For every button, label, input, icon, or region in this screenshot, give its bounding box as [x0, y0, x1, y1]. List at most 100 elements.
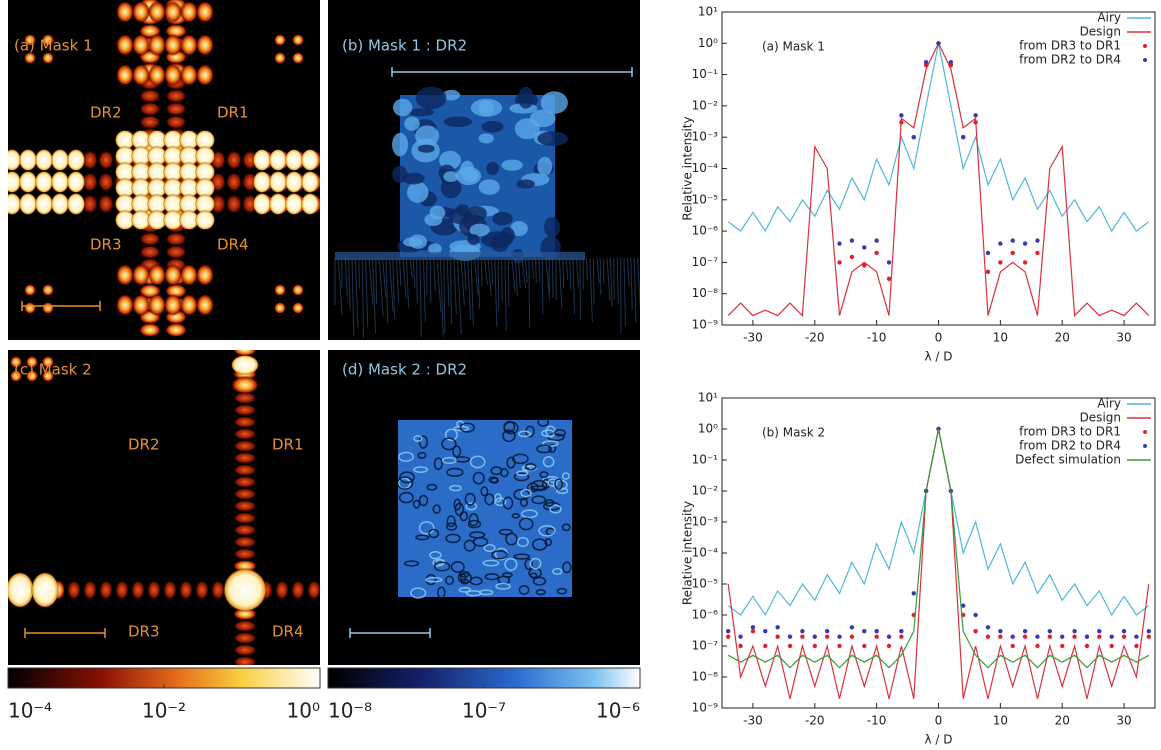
- speckle: [180, 64, 198, 86]
- speckle: [82, 194, 98, 214]
- speckle: [148, 294, 166, 316]
- speckle: [233, 632, 257, 644]
- speckle: [406, 181, 429, 203]
- speckle: [165, 102, 187, 116]
- speckle: [500, 467, 509, 478]
- speckle: [448, 207, 473, 224]
- speckle: [575, 257, 579, 288]
- data-point: [1097, 629, 1102, 634]
- speckle: [131, 162, 151, 182]
- speckle: [472, 471, 485, 485]
- speckle: [233, 392, 257, 404]
- speckle: [569, 257, 572, 290]
- speckle: [404, 116, 420, 131]
- data-point: [899, 629, 904, 634]
- speckle: [529, 557, 542, 570]
- legend-swatch: [1143, 444, 1147, 448]
- data-point: [1109, 643, 1114, 649]
- speckle: [292, 284, 304, 296]
- speckle: [179, 130, 199, 150]
- y-tick-label: 10⁻⁵: [692, 577, 719, 591]
- speckle: [179, 162, 199, 182]
- speckle: [439, 257, 444, 337]
- speckle: [164, 34, 182, 56]
- speckle: [196, 34, 214, 56]
- speckle: [233, 404, 257, 416]
- speckle: [132, 264, 150, 286]
- speckle: [301, 149, 319, 171]
- speckle: [226, 194, 242, 214]
- speckle: [506, 456, 516, 469]
- speckle: [467, 519, 482, 529]
- speckle: [195, 210, 215, 230]
- colorbar-tick-label: 10⁻⁸: [328, 699, 372, 723]
- speckle: [392, 98, 413, 117]
- speckle: [378, 257, 384, 317]
- data-point: [1072, 629, 1077, 634]
- speckle: [180, 34, 198, 56]
- speckle: [633, 257, 637, 323]
- speckle: [163, 178, 183, 198]
- speckle: [116, 294, 134, 316]
- data-point: [738, 634, 743, 639]
- data-point: [725, 629, 731, 634]
- speckle: [441, 437, 457, 451]
- speckle: [195, 162, 215, 182]
- data-point: [862, 263, 867, 268]
- speckle: [8, 171, 21, 193]
- speckle: [368, 257, 374, 305]
- speckle: [596, 257, 601, 284]
- region-label: DR2: [128, 436, 160, 454]
- region-label: DR4: [217, 236, 249, 254]
- speckle: [10, 356, 22, 368]
- speckle: [67, 149, 85, 171]
- region-label: DR1: [272, 436, 304, 454]
- speckle: [537, 417, 549, 427]
- colorbar-tick-label: 10⁻⁴: [8, 699, 52, 723]
- speckle: [8, 149, 21, 171]
- speckle: [554, 428, 566, 437]
- speckle: [513, 553, 530, 560]
- speckle: [51, 149, 69, 171]
- speckle: [415, 125, 440, 147]
- speckle: [179, 210, 199, 230]
- speckle: [426, 483, 438, 491]
- data-point: [1084, 643, 1090, 649]
- speckle: [549, 504, 562, 514]
- speckle: [498, 528, 513, 536]
- data-point: [985, 634, 991, 639]
- data-point: [1035, 238, 1040, 243]
- speckle: [531, 495, 547, 505]
- panel-label: (c) Mask 2: [14, 361, 92, 379]
- speckle: [409, 257, 413, 279]
- speckle: [412, 257, 416, 288]
- speckle: [233, 656, 257, 665]
- x-tick-label: 20: [1055, 331, 1070, 345]
- data-point: [1097, 634, 1102, 639]
- y-tick-label: 10⁻⁷: [692, 639, 719, 653]
- speckle: [392, 257, 396, 318]
- speckle: [196, 1, 214, 23]
- speckle: [540, 91, 568, 115]
- speckle: [116, 64, 134, 86]
- speckle: [494, 497, 507, 507]
- speckle: [131, 580, 145, 600]
- speckle: [518, 517, 534, 531]
- data-point: [1010, 250, 1015, 256]
- data-point: [998, 241, 1003, 246]
- legend-swatch: [1143, 44, 1147, 48]
- speckle: [459, 422, 475, 433]
- speckle: [453, 498, 462, 511]
- data-point: [1146, 629, 1152, 634]
- speckle: [450, 257, 452, 325]
- speckle: [51, 171, 69, 193]
- speckle: [537, 156, 553, 176]
- scale-bar: [21, 301, 101, 311]
- x-axis-label: λ / D: [924, 350, 952, 364]
- speckle: [42, 52, 54, 64]
- speckle: [528, 257, 531, 327]
- speckle: [425, 576, 443, 583]
- legend-label: from DR3 to DR1: [1019, 39, 1121, 53]
- data-point: [862, 643, 867, 649]
- speckle: [358, 257, 360, 289]
